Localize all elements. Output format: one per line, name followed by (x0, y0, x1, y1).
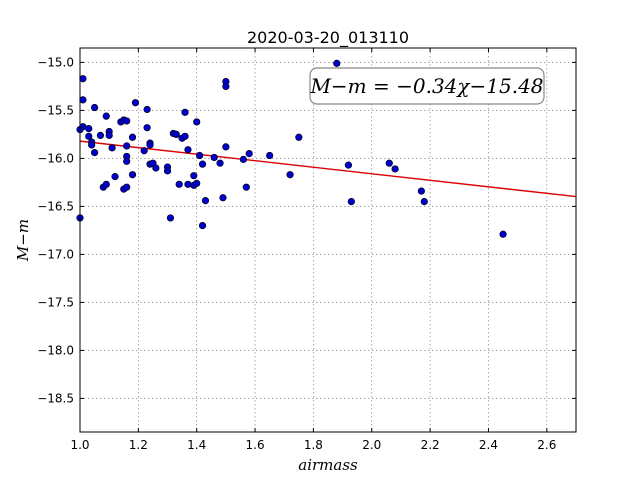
plot-frame (79, 47, 577, 433)
y-axis-label: M−m (14, 219, 32, 262)
data-point (79, 75, 87, 83)
data-point (88, 141, 96, 149)
data-point (123, 183, 131, 191)
annotation-frame (309, 67, 545, 105)
x-tick-label: 1.0 (70, 438, 89, 452)
data-point (198, 222, 207, 230)
data-points (76, 59, 507, 238)
data-point (96, 131, 105, 139)
y-tick-label: −17.0 (37, 247, 74, 261)
data-point (85, 132, 93, 140)
data-point (163, 167, 172, 175)
data-point (181, 132, 189, 140)
data-point (417, 187, 425, 195)
data-point (201, 197, 210, 205)
data-point (333, 59, 341, 67)
data-point (391, 165, 399, 173)
y-tick-label: −18.0 (37, 343, 74, 357)
y-tick-label: −17.5 (37, 295, 74, 309)
x-tick-label: 2.4 (479, 438, 498, 452)
data-point (143, 105, 151, 114)
data-point (222, 82, 230, 90)
data-point (123, 117, 131, 125)
y-tick-label: −16.5 (37, 199, 74, 213)
data-point (128, 171, 137, 179)
data-point (90, 103, 99, 112)
x-tick-label: 1.2 (129, 438, 148, 452)
data-point (90, 149, 99, 157)
data-point (385, 159, 393, 167)
fit-line (79, 140, 577, 198)
data-point (128, 133, 137, 141)
data-point (239, 155, 247, 163)
grid-lines (79, 48, 576, 432)
fit-annotation-box: M−m = −0.34χ−15.48 (309, 67, 545, 105)
data-point (172, 130, 180, 138)
data-point (143, 124, 151, 132)
x-tick-label: 2.0 (362, 438, 381, 452)
data-point (286, 171, 294, 179)
data-point (105, 131, 113, 139)
data-point (266, 151, 274, 160)
data-point (193, 118, 201, 126)
x-tick-label: 1.6 (246, 438, 265, 452)
data-point (347, 198, 355, 206)
data-point (219, 194, 227, 202)
data-point (111, 173, 119, 181)
data-point (146, 141, 154, 149)
data-point (181, 108, 189, 116)
fit-equation: M−m = −0.34χ−15.48 (309, 74, 543, 98)
data-point (344, 161, 353, 169)
data-point (166, 214, 175, 222)
data-point (184, 146, 192, 154)
data-point (79, 96, 87, 104)
data-point (210, 153, 218, 162)
axis-ticks: 1.0 1.2 1.4 1.6 1.8 2.0 2.2 2.4 2.6 −15.0 −15.5 −16… (37, 48, 576, 452)
y-tick-label: −16.0 (37, 151, 74, 165)
y-tick-label: −18.5 (37, 391, 74, 405)
data-point (123, 157, 131, 165)
fit-line-layer (79, 140, 577, 198)
chart-title: 2020-03-20_013110 (247, 28, 409, 48)
y-tick-label: −15.0 (37, 55, 74, 69)
x-tick-label: 2.6 (537, 438, 556, 452)
data-point (242, 183, 250, 191)
data-point (245, 150, 253, 158)
data-point (222, 143, 230, 151)
data-point (420, 198, 428, 206)
data-point (152, 164, 160, 172)
data-point (295, 133, 303, 141)
data-point (140, 147, 148, 155)
data-point (102, 180, 110, 188)
data-point (196, 151, 204, 160)
data-point (499, 230, 507, 238)
data-point (190, 172, 198, 180)
y-tick-label: −15.5 (37, 103, 74, 117)
x-axis-label: airmass (298, 456, 358, 474)
data-point (184, 180, 192, 188)
data-point (85, 125, 93, 133)
data-point (198, 160, 207, 168)
data-point (131, 99, 140, 107)
x-tick-label: 1.4 (187, 438, 206, 452)
data-point (108, 144, 116, 152)
data-point (193, 179, 201, 187)
data-point (102, 112, 110, 120)
data-point (216, 159, 224, 167)
x-tick-label: 2.2 (421, 438, 440, 452)
data-point (123, 142, 131, 150)
data-point (175, 180, 183, 188)
x-tick-label: 1.8 (304, 438, 323, 452)
